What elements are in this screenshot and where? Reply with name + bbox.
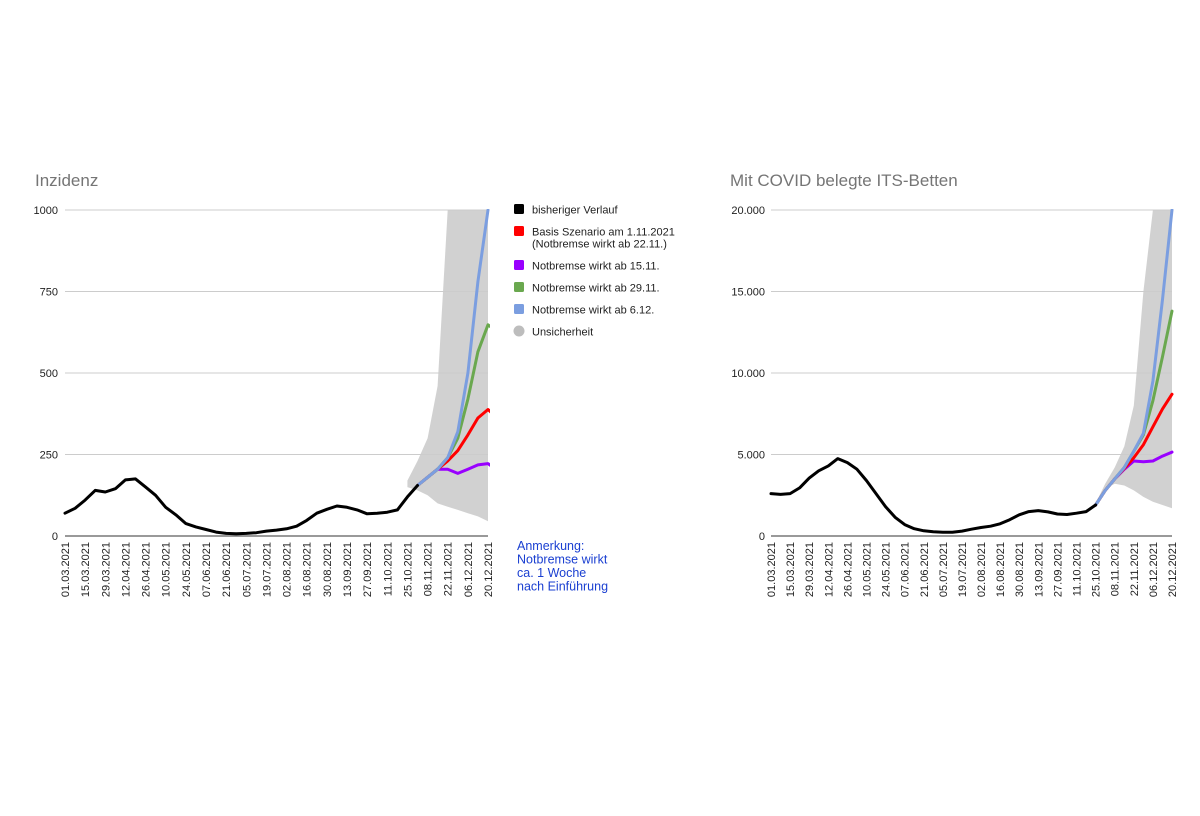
x-tick-label: 13.09.2021: [342, 542, 354, 597]
x-tick-label: 08.11.2021: [423, 542, 435, 596]
x-tick-label: 20.12.2021: [1167, 542, 1179, 597]
y-tick-label: 0: [759, 531, 765, 543]
legend-label-line2: (Notbremse wirkt ab 22.11.): [532, 239, 667, 251]
x-tick-label: 10.05.2021: [861, 542, 873, 597]
x-tick-label: 11.10.2021: [1072, 542, 1084, 596]
y-tick-label: 5.000: [737, 450, 765, 462]
x-tick-label: 05.07.2021: [241, 542, 253, 597]
x-tick-label: 27.09.2021: [362, 542, 374, 597]
x-tick-label: 29.03.2021: [100, 542, 112, 597]
x-tick-label: 24.05.2021: [881, 542, 893, 597]
annotation-line: Anmerkung:: [517, 539, 584, 553]
legend-swatch: [514, 226, 524, 236]
x-tick-label: 16.08.2021: [995, 542, 1007, 597]
x-tick-label: 12.04.2021: [120, 542, 132, 597]
x-tick-label: 16.08.2021: [302, 542, 314, 597]
x-tick-label: 06.12.2021: [463, 542, 475, 597]
x-tick-label: 07.06.2021: [201, 542, 213, 597]
x-tick-label: 25.10.2021: [402, 542, 414, 597]
x-tick-label: 08.11.2021: [1110, 542, 1122, 596]
chart-inzidenz: Inzidenz 0 250 500 750 1000 01.03.2021 15.03.20…: [34, 171, 675, 597]
x-tick-label: 02.08.2021: [976, 542, 988, 597]
x-tick-label: 30.08.2021: [322, 542, 334, 597]
annotation-line: Notbremse wirkt: [517, 553, 608, 567]
x-tick-label: 15.03.2021: [80, 542, 92, 597]
x-tick-label: 15.03.2021: [785, 542, 797, 597]
legend-label: Notbremse wirkt ab 6.12.: [532, 305, 654, 317]
x-tick-label: 29.03.2021: [804, 542, 816, 597]
annotation-line: nach Einführung: [517, 580, 608, 594]
legend-label: bisheriger Verlauf: [532, 205, 619, 217]
chart-its-betten: Mit COVID belegte ITS-Betten 0 5.000 10.000…: [730, 171, 1179, 597]
series-line: [416, 209, 490, 487]
x-tick-label: 22.11.2021: [1129, 542, 1141, 596]
series-line: [769, 457, 1098, 534]
chart-title: Mit COVID belegte ITS-Betten: [730, 171, 958, 190]
y-tick-label: 750: [40, 287, 58, 299]
x-tick-label: 19.07.2021: [261, 542, 273, 597]
uncertainty-band: [1095, 210, 1172, 509]
y-tick-label: 250: [40, 450, 58, 462]
x-tick-label: 02.08.2021: [282, 542, 294, 597]
legend-label: Notbremse wirkt ab 29.11.: [532, 283, 660, 295]
series-line: [63, 477, 419, 536]
legend-label: Unsicherheit: [532, 327, 593, 339]
x-tick-label: 10.05.2021: [161, 542, 173, 597]
x-tick-label: 25.10.2021: [1091, 542, 1103, 597]
x-tick-label: 01.03.2021: [766, 542, 778, 597]
x-tick-label: 11.10.2021: [382, 542, 394, 596]
legend-label: Basis Szenario am 1.11.2021: [532, 227, 675, 239]
y-tick-label: 0: [52, 531, 58, 543]
x-tick-label: 12.04.2021: [823, 542, 835, 597]
x-tick-label: 06.12.2021: [1148, 542, 1160, 597]
x-tick-label: 07.06.2021: [900, 542, 912, 597]
x-tick-label: 24.05.2021: [181, 542, 193, 597]
legend-swatch: [513, 325, 525, 337]
x-tick-label: 01.03.2021: [60, 542, 72, 597]
y-tick-label: 10.000: [731, 368, 765, 380]
x-tick-label: 13.09.2021: [1033, 542, 1045, 597]
legend-swatch: [514, 204, 524, 214]
legend-swatch: [514, 282, 524, 292]
x-tick-label: 20.12.2021: [483, 542, 495, 597]
legend-swatch: [514, 260, 524, 270]
y-tick-label: 500: [40, 368, 58, 380]
x-tick-label: 19.07.2021: [957, 542, 969, 597]
legend: bisheriger Verlauf Basis Szenario am 1.11…: [513, 204, 675, 339]
x-tick-label: 22.11.2021: [443, 542, 455, 596]
series-line: [1094, 209, 1174, 507]
legend-label: Notbremse wirkt ab 15.11.: [532, 261, 660, 273]
y-tick-label: 20.000: [731, 205, 765, 217]
x-tick-label: 05.07.2021: [938, 542, 950, 597]
x-tick-label: 21.06.2021: [221, 542, 233, 597]
x-tick-label: 27.09.2021: [1052, 542, 1064, 597]
x-tick-label: 26.04.2021: [842, 542, 854, 597]
y-tick-label: 1000: [34, 205, 58, 217]
x-tick-label: 30.08.2021: [1014, 542, 1026, 597]
annotation-line: ca. 1 Woche: [517, 566, 586, 580]
x-tick-label: 26.04.2021: [141, 542, 153, 597]
chart-title: Inzidenz: [35, 171, 98, 190]
y-tick-label: 15.000: [731, 287, 765, 299]
uncertainty-band: [407, 210, 488, 522]
legend-swatch: [514, 304, 524, 314]
x-tick-label: 21.06.2021: [919, 542, 931, 597]
